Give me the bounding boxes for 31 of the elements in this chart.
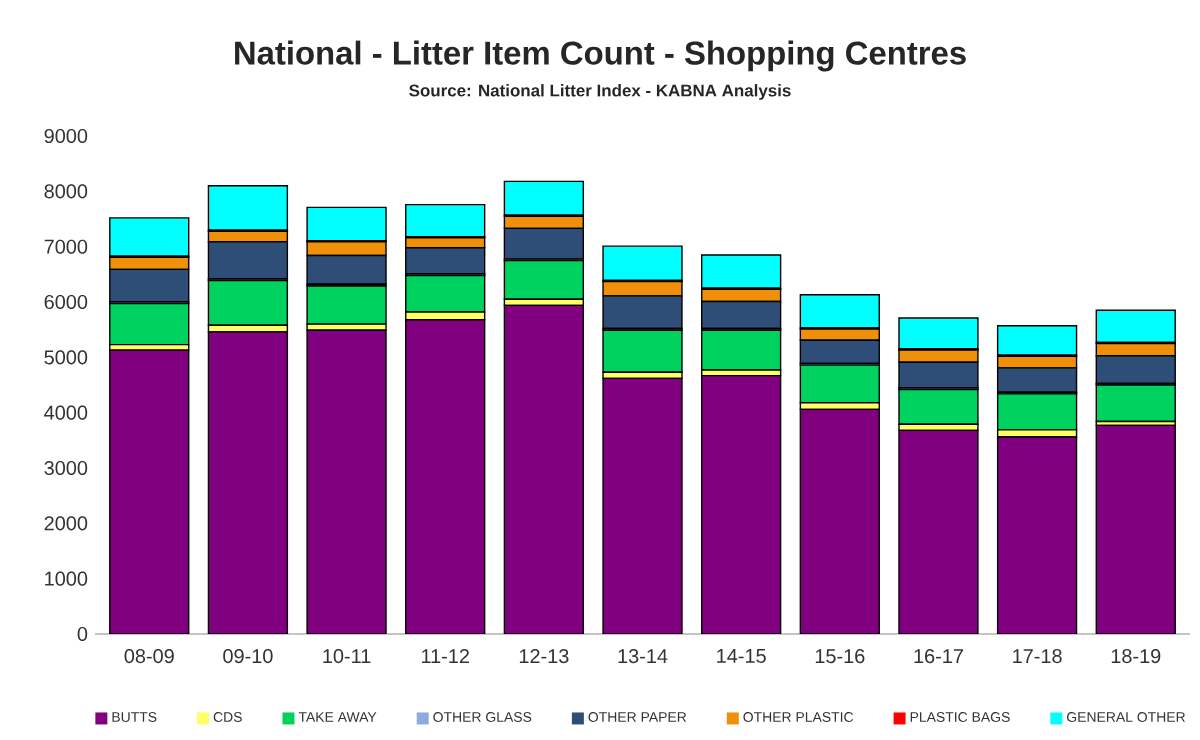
x-tick-label: 17-18	[1013, 649, 1062, 664]
legend-label: OTHER PLASTIC	[743, 712, 854, 722]
x-tick-label: 11-12	[422, 649, 469, 663]
y-tick-label: 2000	[44, 516, 88, 531]
x-tick-label: 14-15	[717, 649, 766, 663]
legend-label: CDS	[213, 712, 242, 722]
x-tick-label: 10-11	[323, 649, 371, 664]
chart-subtitle: Source: National Litter Index - KABNA Analysis	[409, 84, 791, 100]
legend-label: GENERAL OTHER	[1067, 712, 1185, 722]
x-tick-label: 18-19	[1111, 649, 1161, 664]
y-tick-label: 7000	[44, 239, 88, 254]
x-tick-label: 15-16	[815, 649, 865, 664]
x-tick-label: 16-17	[914, 649, 963, 664]
x-tick-label: 08-09	[124, 649, 174, 664]
y-tick-label: 3000	[44, 460, 88, 476]
y-tick-label: 5000	[44, 350, 88, 365]
y-tick-label: 0	[77, 626, 88, 642]
legend-label: PLASTIC BAGS	[910, 712, 1010, 722]
y-tick-label: 6000	[44, 294, 88, 310]
legend-label: BUTTS	[112, 712, 157, 722]
legend-label: OTHER GLASS	[433, 712, 532, 722]
x-tick-label: 13-14	[618, 649, 668, 664]
y-tick-label: 1000	[45, 571, 88, 586]
y-tick-label: 9000	[44, 128, 88, 144]
y-tick-label: 8000	[44, 184, 88, 199]
y-tick-label: 4000	[44, 405, 88, 420]
legend-label: TAKE AWAY	[298, 712, 377, 722]
legend-label: OTHER PAPER	[588, 712, 687, 722]
x-tick-label: 09-10	[223, 649, 273, 664]
x-tick-label: 12-13	[519, 649, 569, 664]
chart-title: National - Litter Item Count - Shopping Centres	[235, 40, 966, 72]
